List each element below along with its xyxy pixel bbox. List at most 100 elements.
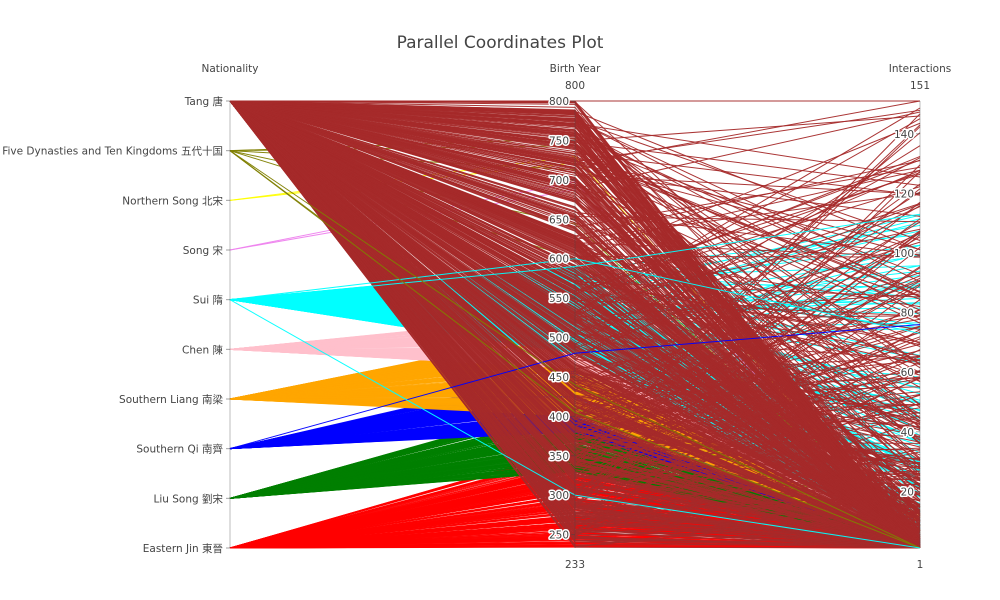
data-line bbox=[229, 100, 921, 549]
data-line bbox=[229, 100, 921, 431]
data-line bbox=[229, 100, 921, 549]
tick-label: Tang 唐 bbox=[184, 95, 223, 108]
data-line-notable bbox=[229, 213, 921, 301]
data-line bbox=[229, 100, 921, 546]
data-line bbox=[229, 100, 921, 540]
data-line bbox=[229, 100, 921, 459]
data-line-notable bbox=[229, 150, 921, 549]
data-line bbox=[229, 100, 921, 549]
data-line bbox=[229, 100, 921, 297]
data-line bbox=[229, 100, 921, 549]
tick-label: 300 bbox=[549, 490, 569, 502]
data-line bbox=[229, 100, 921, 537]
tick-label: 120 bbox=[894, 188, 914, 200]
data-line bbox=[229, 100, 921, 228]
axis-range-max: 800 bbox=[565, 80, 585, 92]
data-line bbox=[229, 100, 921, 298]
data-line bbox=[229, 100, 921, 548]
tick-label: Southern Qi 南齊 bbox=[136, 443, 223, 456]
data-line bbox=[229, 100, 921, 546]
data-line bbox=[229, 100, 921, 549]
data-line bbox=[229, 100, 921, 195]
tick-label: 450 bbox=[549, 372, 569, 384]
tick-label: Five Dynasties and Ten Kingdoms 五代十国 bbox=[2, 145, 223, 158]
tick-label: Southern Liang 南梁 bbox=[119, 393, 223, 406]
data-line bbox=[229, 100, 921, 501]
tick-label: Eastern Jin 東晉 bbox=[143, 542, 223, 555]
data-line bbox=[229, 100, 921, 317]
data-line bbox=[229, 100, 921, 549]
data-line bbox=[229, 100, 921, 549]
axis-birth-year[interactable]: Birth Year 800 233 250 300 350 400 450 500 550 600… bbox=[547, 63, 601, 571]
axis-nationality[interactable]: Nationality Tang 唐 Five Dynasties and Ten … bbox=[2, 63, 258, 555]
data-line bbox=[229, 100, 921, 549]
data-line bbox=[229, 100, 921, 549]
data-line bbox=[229, 100, 921, 548]
data-line-notable bbox=[229, 100, 921, 308]
tick-label: 140 bbox=[894, 129, 914, 141]
data-line bbox=[229, 100, 921, 510]
data-line bbox=[229, 100, 921, 334]
data-line bbox=[229, 100, 921, 549]
data-line bbox=[229, 100, 921, 540]
data-line bbox=[229, 100, 921, 548]
axis-title: Nationality bbox=[201, 63, 258, 75]
axes-layer: Nationality Tang 唐 Five Dynasties and Ten … bbox=[2, 63, 951, 571]
data-line bbox=[229, 100, 921, 549]
data-line bbox=[229, 100, 921, 508]
data-line bbox=[229, 100, 921, 547]
data-line bbox=[229, 100, 921, 382]
data-line bbox=[229, 100, 921, 427]
axis-range-max: 151 bbox=[910, 80, 930, 92]
tick-label: 500 bbox=[549, 333, 569, 345]
tick-label: 60 bbox=[901, 367, 914, 379]
data-line bbox=[229, 100, 921, 547]
polylines-layer bbox=[229, 100, 921, 549]
tick-label: 750 bbox=[549, 135, 569, 147]
data-line bbox=[229, 100, 921, 548]
data-line bbox=[229, 100, 921, 442]
data-line bbox=[229, 100, 921, 528]
data-line bbox=[229, 100, 921, 459]
data-line bbox=[229, 100, 921, 549]
tick-label: Song 宋 bbox=[183, 244, 224, 257]
data-line bbox=[229, 100, 921, 506]
data-line bbox=[229, 100, 921, 547]
chart-title: Parallel Coordinates Plot bbox=[396, 33, 604, 53]
axis-range-min: 233 bbox=[565, 559, 585, 571]
tick-label: 650 bbox=[549, 214, 569, 226]
data-line bbox=[229, 100, 921, 549]
data-line bbox=[229, 100, 921, 549]
tick-label: Liu Song 劉宋 bbox=[153, 492, 223, 505]
tick-label: 800 bbox=[549, 96, 569, 108]
tick-label: 550 bbox=[549, 293, 569, 305]
data-line bbox=[229, 100, 921, 522]
data-line bbox=[229, 100, 921, 543]
data-line-notable bbox=[229, 100, 921, 165]
data-line bbox=[229, 100, 921, 537]
data-line bbox=[229, 100, 921, 549]
tick-label: 40 bbox=[901, 427, 914, 439]
data-line bbox=[229, 100, 921, 515]
tick-label: 600 bbox=[549, 254, 569, 266]
tick-label: Sui 隋 bbox=[193, 294, 223, 307]
data-line bbox=[229, 100, 921, 524]
data-line bbox=[229, 100, 921, 263]
data-line-notable bbox=[229, 324, 921, 450]
data-line bbox=[229, 100, 921, 369]
axis-title: Interactions bbox=[889, 63, 951, 75]
data-line bbox=[229, 100, 921, 542]
data-line bbox=[229, 100, 921, 549]
data-line bbox=[229, 100, 921, 541]
data-line bbox=[229, 100, 921, 549]
data-line bbox=[229, 100, 921, 526]
data-line bbox=[229, 100, 921, 549]
data-line-notable bbox=[229, 100, 921, 376]
data-line bbox=[229, 100, 921, 514]
tick-label: 100 bbox=[894, 248, 914, 260]
tick-label: 700 bbox=[549, 175, 569, 187]
data-line bbox=[229, 100, 921, 419]
data-line bbox=[229, 100, 921, 316]
